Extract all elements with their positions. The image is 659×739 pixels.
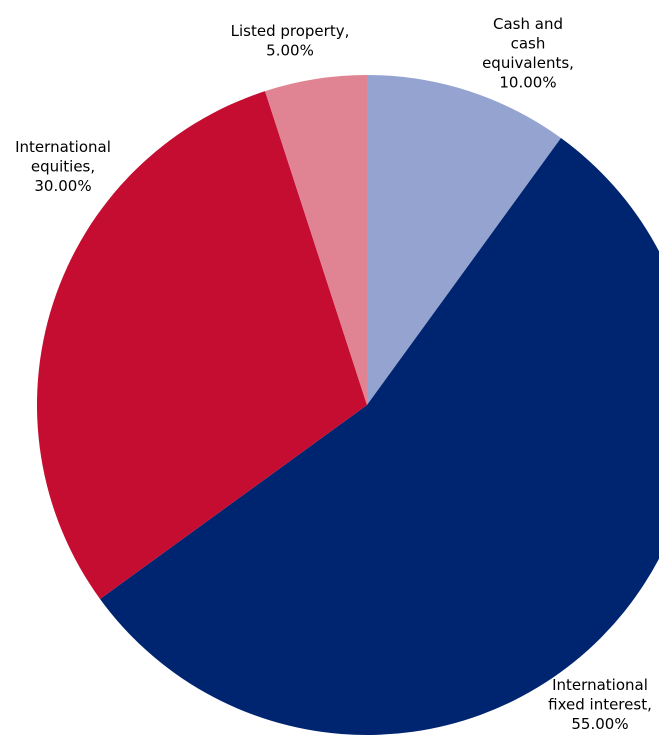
data-label-line: 55.00% — [571, 715, 628, 733]
data-label-line: International — [15, 138, 111, 156]
data-label-line: fixed interest, — [548, 696, 652, 714]
pie-slices — [36, 75, 659, 735]
data-label-international-fixed-interest: International fixed interest, 55.00% — [548, 676, 652, 733]
data-label-line: 5.00% — [266, 42, 314, 60]
data-label-line: Listed property, — [231, 22, 350, 40]
data-label-line: equivalents, — [482, 54, 574, 72]
pie-slice-international-fixed-interest — [100, 138, 659, 735]
data-label-international-equities: International equities, 30.00% — [15, 138, 111, 195]
data-label-line: cash — [511, 35, 546, 53]
pie-slice-international-equities — [36, 91, 367, 599]
data-label-line: 30.00% — [34, 177, 91, 195]
data-label-cash-and-cash-equivalents: Cash and cash equivalents, 10.00% — [482, 15, 574, 92]
data-label-line: International — [552, 676, 648, 694]
pie-labels: Cash and cash equivalents, 10.00% Internatio… — [15, 15, 652, 733]
pie-slice-listed-property — [265, 75, 367, 405]
data-label-line: equities, — [31, 158, 95, 176]
data-label-line: Cash and — [493, 15, 563, 33]
data-label-line: 10.00% — [499, 74, 556, 92]
data-label-listed-property: Listed property, 5.00% — [231, 22, 350, 60]
pie-slice-cash-and-cash-equivalents — [367, 75, 561, 405]
